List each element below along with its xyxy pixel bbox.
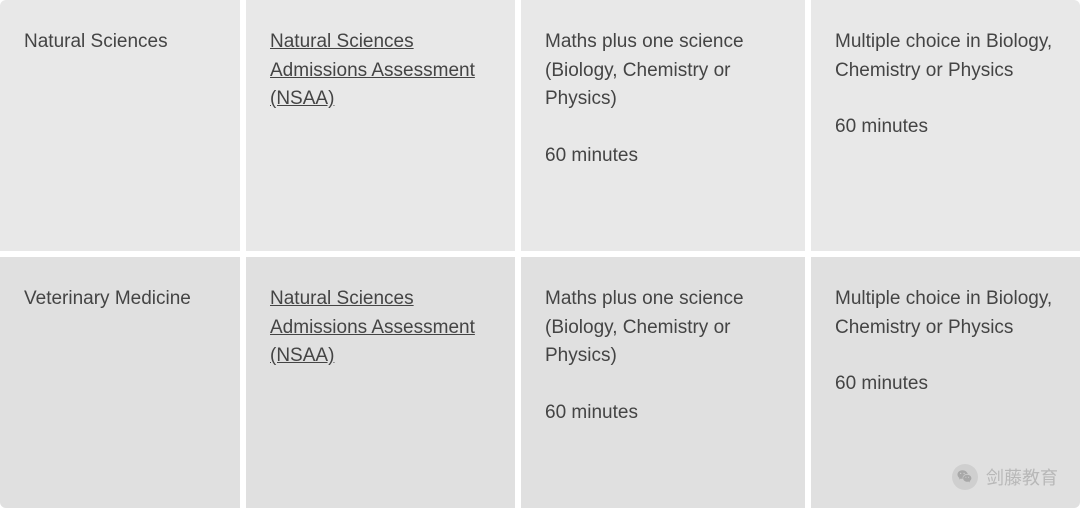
spacer	[545, 371, 781, 399]
section1-time: 60 minutes	[545, 142, 781, 171]
cell-section2: Multiple choice in Biology, Chemistry or…	[805, 251, 1080, 508]
cell-course: Natural Sciences	[0, 0, 240, 251]
cell-section1: Maths plus one science (Biology, Chemist…	[515, 0, 805, 251]
cell-course: Veterinary Medicine	[0, 251, 240, 508]
assessment-table: Natural Sciences Natural Sciences Admiss…	[0, 0, 1080, 508]
assessment-link[interactable]: Natural Sciences Admissions Assessment (…	[270, 31, 475, 109]
spacer	[835, 342, 1056, 370]
cell-section2: Multiple choice in Biology, Chemistry or…	[805, 0, 1080, 251]
course-name: Natural Sciences	[24, 31, 168, 52]
page-root: Natural Sciences Natural Sciences Admiss…	[0, 0, 1080, 508]
section2-desc: Multiple choice in Biology, Chemistry or…	[835, 28, 1056, 85]
section1-desc: Maths plus one science (Biology, Chemist…	[545, 285, 781, 371]
course-name: Veterinary Medicine	[24, 288, 191, 309]
cell-section1: Maths plus one science (Biology, Chemist…	[515, 251, 805, 508]
section2-time: 60 minutes	[835, 113, 1056, 142]
assessment-link[interactable]: Natural Sciences Admissions Assessment (…	[270, 288, 475, 366]
cell-assessment: Natural Sciences Admissions Assessment (…	[240, 0, 515, 251]
spacer	[835, 85, 1056, 113]
section2-time: 60 minutes	[835, 370, 1056, 399]
section1-desc: Maths plus one science (Biology, Chemist…	[545, 28, 781, 114]
cell-assessment: Natural Sciences Admissions Assessment (…	[240, 251, 515, 508]
section1-time: 60 minutes	[545, 399, 781, 428]
spacer	[545, 114, 781, 142]
section2-desc: Multiple choice in Biology, Chemistry or…	[835, 285, 1056, 342]
